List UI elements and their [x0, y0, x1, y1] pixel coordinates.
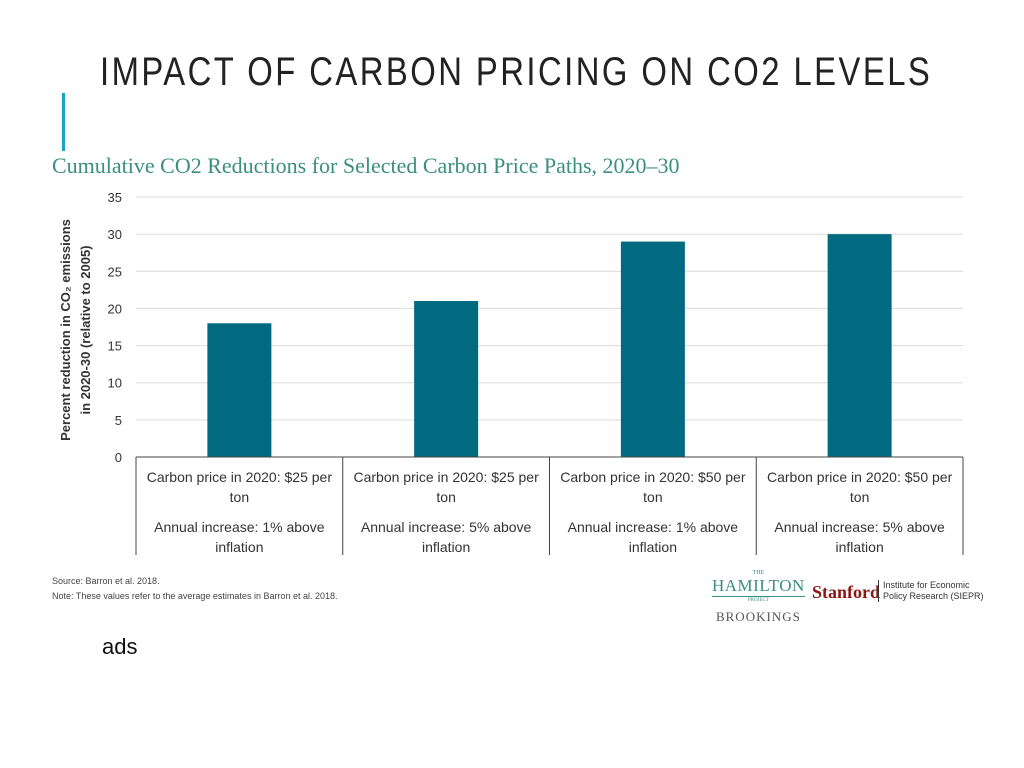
y-tick-label: 30: [108, 227, 122, 242]
x-category-label: Annual increase: 1% above: [154, 519, 325, 535]
x-category-label: Carbon price in 2020: $25 per: [147, 469, 333, 485]
x-category-label: inflation: [629, 539, 677, 555]
x-category-label: inflation: [422, 539, 470, 555]
x-category-label: ton: [850, 489, 869, 505]
bar: [620, 241, 685, 457]
x-category-label: inflation: [215, 539, 263, 555]
stanford-logo: Stanford: [812, 582, 881, 602]
y-tick-label: 5: [115, 413, 122, 428]
siepr-logo: Institute for Economic Policy Research (…: [878, 580, 984, 602]
slide-body-text: ads: [102, 634, 138, 659]
bar: [827, 234, 892, 457]
y-tick-label: 20: [108, 301, 122, 316]
x-category-label: Annual increase: 5% above: [774, 519, 945, 535]
x-category-label: inflation: [835, 539, 883, 555]
y-axis-label: Percent reduction in CO₂ emissions: [58, 219, 73, 441]
y-tick-label: 35: [108, 190, 122, 205]
logo-text: PROJECT: [747, 598, 769, 603]
x-category-label: Annual increase: 5% above: [361, 519, 532, 535]
x-category-label: Annual increase: 1% above: [568, 519, 739, 535]
logo-text: Institute for Economic: [883, 580, 970, 590]
x-category-label: ton: [436, 489, 455, 505]
y-tick-label: 0: [115, 450, 122, 465]
x-category-label: Carbon price in 2020: $25 per: [354, 469, 540, 485]
y-tick-label: 10: [108, 376, 122, 391]
hamilton-project-logo: THE HAMILTON PROJECT BROOKINGS: [712, 570, 805, 625]
x-category-label: Carbon price in 2020: $50 per: [767, 469, 953, 485]
brookings-logo: BROOKINGS: [715, 609, 801, 624]
slide-title: IMPACT OF CARBON PRICING ON CO2 LEVELS: [100, 50, 933, 94]
y-tick-label: 25: [108, 264, 122, 279]
bar: [207, 323, 272, 457]
y-tick-label: 15: [108, 339, 122, 354]
logo-text: Policy Research (SIEPR): [883, 591, 984, 601]
x-category-label: ton: [230, 489, 249, 505]
logo-text: THE: [752, 570, 765, 576]
chart-note: Note: These values refer to the average …: [52, 591, 338, 601]
x-category-label: ton: [643, 489, 662, 505]
chart-source: Source: Barron et al. 2018.: [52, 576, 160, 586]
chart-title: Cumulative CO2 Reductions for Selected C…: [52, 153, 680, 178]
y-axis-label: in 2020-30 (relative to 2005): [78, 245, 93, 414]
logo-text: HAMILTON: [712, 576, 805, 597]
x-category-label: Carbon price in 2020: $50 per: [560, 469, 746, 485]
accent-bar: [62, 93, 65, 151]
bar: [414, 301, 479, 457]
